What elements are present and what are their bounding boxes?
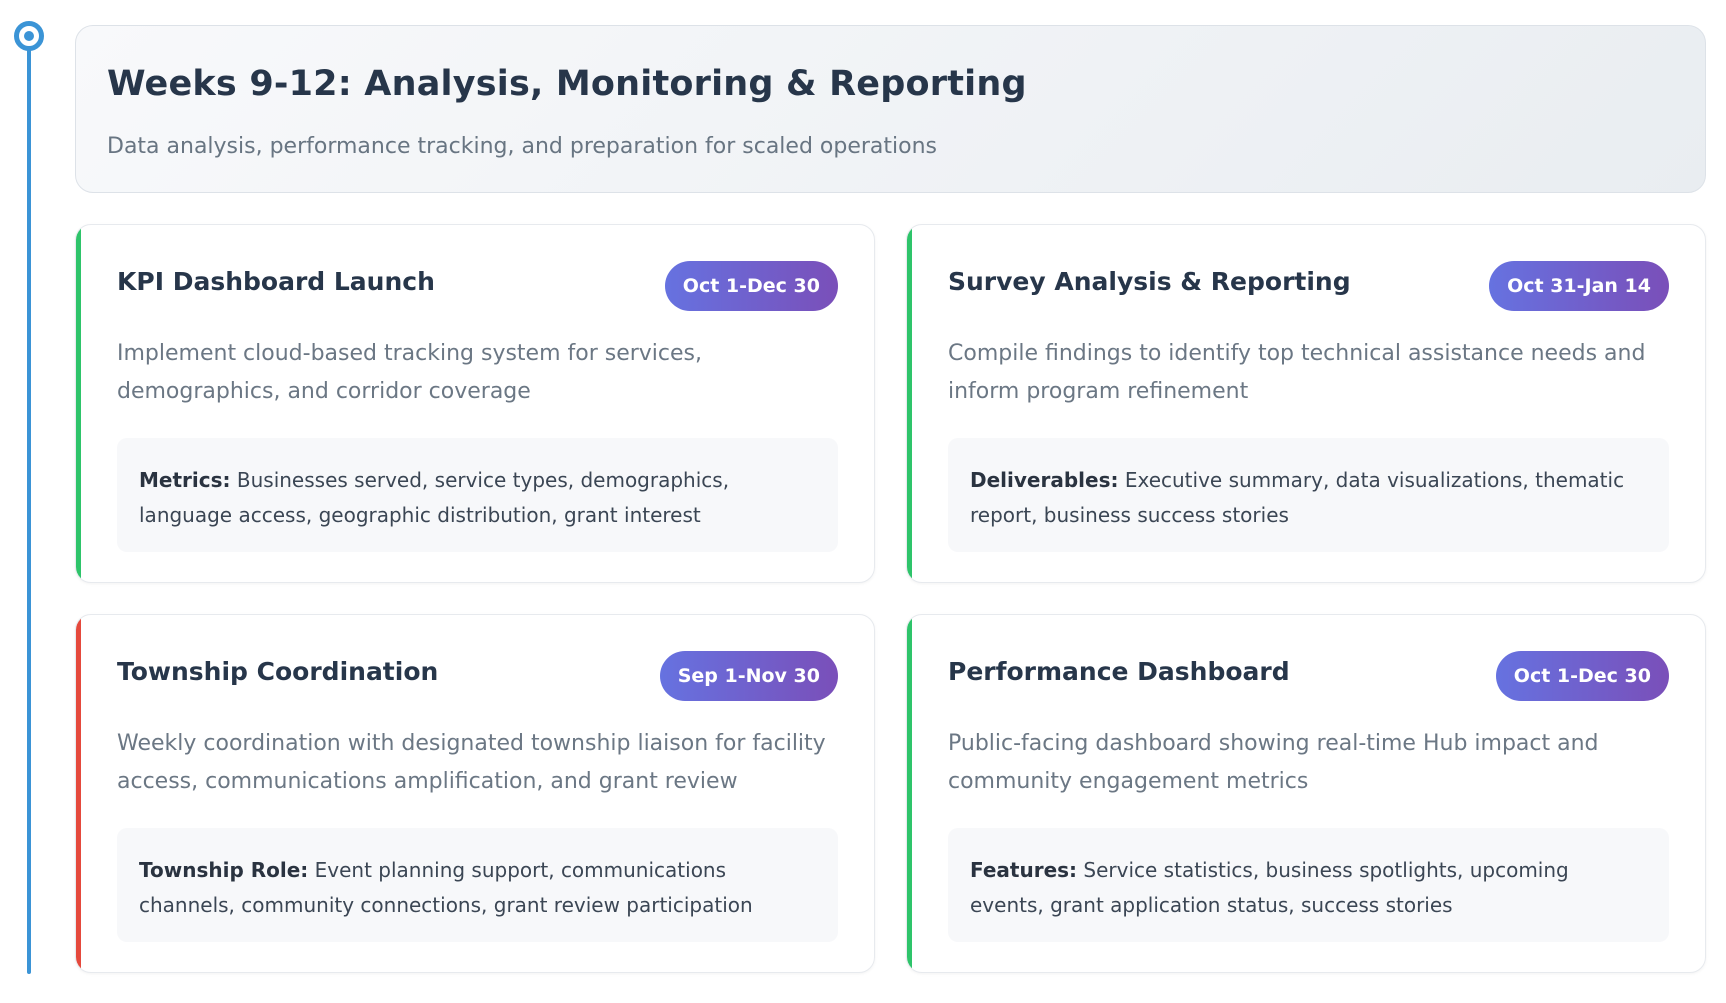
detail-box: Deliverables: Executive summary, data vi… xyxy=(948,438,1669,552)
date-badge: Oct 1-Dec 30 xyxy=(1495,651,1669,701)
date-badge: Oct 31-Jan 14 xyxy=(1489,261,1669,311)
card-township-coordination: Township Coordination Sep 1-Nov 30 Weekl… xyxy=(75,614,875,973)
date-badge: Sep 1-Nov 30 xyxy=(659,651,838,701)
card-description: Weekly coordination with designated town… xyxy=(117,731,826,794)
card-description: Implement cloud-based tracking system fo… xyxy=(117,341,703,404)
detail-text: Executive summary, data visualizations, … xyxy=(970,468,1625,527)
card-kpi-dashboard-launch: KPI Dashboard Launch Oct 1-Dec 30 Implem… xyxy=(75,224,875,583)
detail-box: Features: Service statistics, business s… xyxy=(948,828,1669,942)
detail-label: Township Role: xyxy=(139,858,309,882)
card-title: Survey Analysis & Reporting xyxy=(948,267,1351,296)
timeline-marker-icon xyxy=(14,21,44,51)
card-survey-analysis-reporting: Survey Analysis & Reporting Oct 31-Jan 1… xyxy=(906,224,1706,583)
timeline-line xyxy=(27,34,31,974)
detail-text: Service statistics, business spotlights,… xyxy=(970,858,1569,917)
phase-title: Weeks 9-12: Analysis, Monitoring & Repor… xyxy=(107,64,1027,104)
card-description: Compile findings to identify top technic… xyxy=(948,341,1646,404)
phase-subtitle: Data analysis, performance tracking, and… xyxy=(107,134,937,159)
detail-label: Metrics: xyxy=(139,468,231,492)
detail-text: Event planning support, communications c… xyxy=(139,858,753,917)
card-title: Township Coordination xyxy=(117,657,439,686)
card-title: KPI Dashboard Launch xyxy=(117,267,435,296)
detail-box: Metrics: Businesses served, service type… xyxy=(117,438,838,552)
phase-header: Weeks 9-12: Analysis, Monitoring & Repor… xyxy=(75,25,1706,193)
card-description: Public-facing dashboard showing real-tim… xyxy=(948,731,1599,794)
card-performance-dashboard: Performance Dashboard Oct 1-Dec 30 Publi… xyxy=(906,614,1706,973)
detail-label: Deliverables: xyxy=(970,468,1119,492)
detail-text: Businesses served, service types, demogr… xyxy=(139,468,730,527)
card-title: Performance Dashboard xyxy=(948,657,1290,686)
detail-label: Features: xyxy=(970,858,1078,882)
detail-box: Township Role: Event planning support, c… xyxy=(117,828,838,942)
date-badge: Oct 1-Dec 30 xyxy=(664,261,838,311)
